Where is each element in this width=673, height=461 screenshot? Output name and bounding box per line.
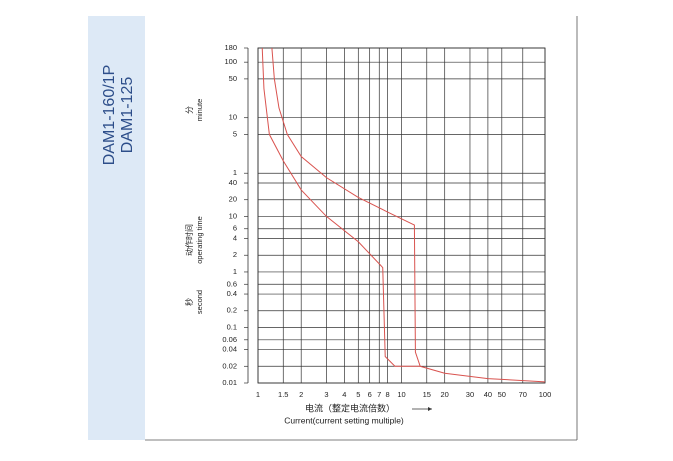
y-label-en: second xyxy=(195,290,204,314)
y-tick-label: 1 xyxy=(233,267,237,276)
x-label-en: Current(current setting multiple) xyxy=(284,415,404,425)
y-tick-label: 0.06 xyxy=(222,335,237,344)
x-tick-label: 4 xyxy=(342,390,346,399)
x-tick-label: 6 xyxy=(368,390,372,399)
x-tick-label: 1 xyxy=(256,390,260,399)
x-arrow-head xyxy=(428,407,432,411)
y-tick-label: 5 xyxy=(233,129,237,138)
y-tick-label: 4 xyxy=(233,234,237,243)
y-label-cn: 分 xyxy=(185,106,194,114)
curve xyxy=(271,47,546,383)
y-tick-label: 10 xyxy=(229,113,237,122)
model-label: DAM1-160/1P xyxy=(101,65,118,166)
y-tick-label: 40 xyxy=(229,178,237,187)
x-label: 电流（整定电流倍数） xyxy=(305,402,395,413)
y-label-cn: 动作时间 xyxy=(184,224,194,256)
model-label-group: DAM1-160/1P DAM1-125 xyxy=(101,65,136,166)
y-label-cn: 秒 xyxy=(184,298,194,306)
x-tick-label: 20 xyxy=(441,390,449,399)
x-tick-label: 8 xyxy=(386,390,390,399)
x-tick-label: 1.5 xyxy=(278,390,288,399)
x-tick-label: 15 xyxy=(423,390,431,399)
x-tick-label: 70 xyxy=(519,390,527,399)
model-label: DAM1-125 xyxy=(119,77,136,154)
y-tick-label: 180 xyxy=(224,43,237,52)
y-tick-label: 0.04 xyxy=(222,345,237,354)
y-tick-label: 6 xyxy=(233,224,237,233)
x-tick-label: 30 xyxy=(466,390,474,399)
y-tick-label: 100 xyxy=(224,57,237,66)
y-tick-label: 0.01 xyxy=(222,378,237,387)
x-tick-label: 50 xyxy=(498,390,506,399)
y-tick-label: 0.02 xyxy=(222,361,237,370)
side-panel xyxy=(88,16,145,440)
y-tick-label: 0.6 xyxy=(227,279,237,288)
x-tick-label: 100 xyxy=(539,390,552,399)
curve xyxy=(261,47,421,367)
y-tick-label: 0.1 xyxy=(227,322,237,331)
y-tick-label: 10 xyxy=(229,211,237,220)
x-tick-label: 3 xyxy=(324,390,328,399)
y-tick-label: 0.4 xyxy=(227,289,237,298)
y-tick-label: 0.2 xyxy=(227,306,237,315)
y-label-en: minute xyxy=(195,99,204,122)
x-tick-label: 40 xyxy=(484,390,492,399)
y-tick-label: 20 xyxy=(229,195,237,204)
y-label: 分 minute xyxy=(185,99,204,122)
y-tick-label: 1 xyxy=(233,168,237,177)
y-label-en: operating time xyxy=(195,216,204,264)
y-label: 动作时间 operating time xyxy=(184,216,204,264)
y-label: 秒 second xyxy=(184,290,204,314)
x-tick-label: 7 xyxy=(377,390,381,399)
x-tick-label: 10 xyxy=(397,390,405,399)
x-tick-label: 2 xyxy=(299,390,303,399)
y-tick-label: 2 xyxy=(233,250,237,259)
x-tick-label: 5 xyxy=(356,390,360,399)
y-tick-label: 50 xyxy=(229,74,237,83)
